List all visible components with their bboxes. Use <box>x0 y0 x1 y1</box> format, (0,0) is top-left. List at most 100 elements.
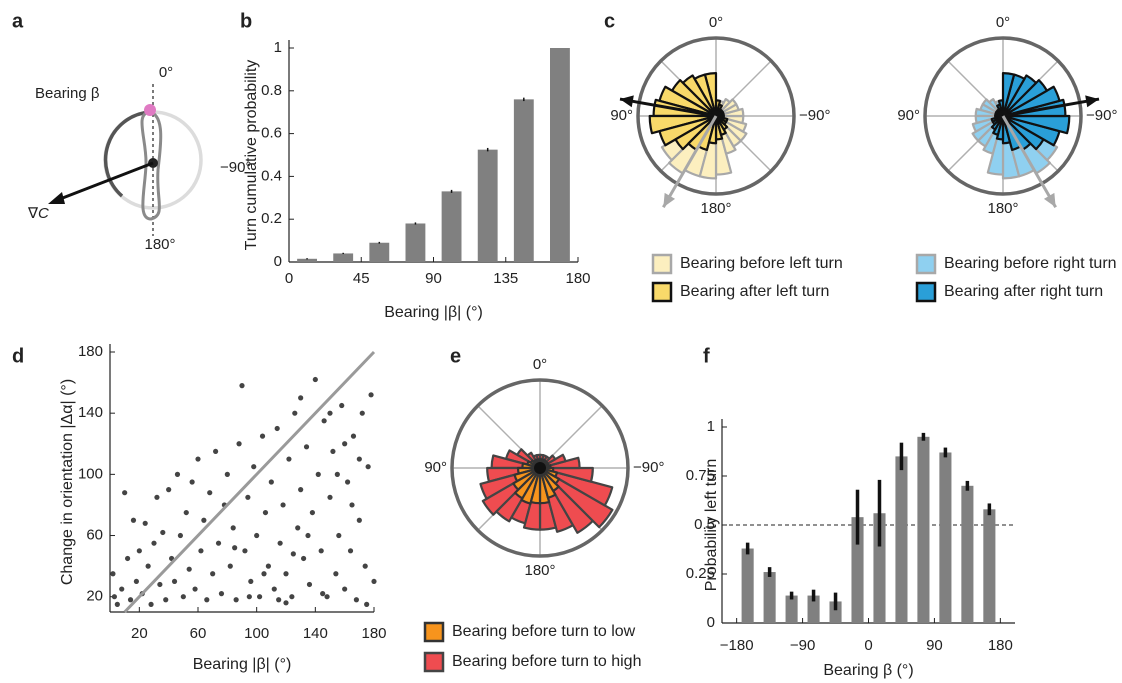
wedge <box>529 466 542 505</box>
point <box>342 586 348 592</box>
point <box>356 456 362 462</box>
point <box>286 456 292 462</box>
point <box>276 597 282 603</box>
turn-arc <box>103 110 151 198</box>
point <box>127 597 134 603</box>
angle-label: 90° <box>610 107 633 124</box>
point <box>163 597 169 603</box>
point <box>251 464 257 470</box>
angle-label: −90° <box>633 459 664 476</box>
angle-label: 180° <box>987 200 1018 217</box>
point <box>119 586 125 592</box>
point <box>315 471 321 477</box>
point <box>261 571 267 577</box>
point <box>218 591 225 597</box>
bearing-label: Bearing β <box>35 85 100 102</box>
point <box>277 540 283 546</box>
point <box>230 525 236 531</box>
point <box>248 578 254 585</box>
x-tick-label: 0 <box>864 637 872 654</box>
point <box>365 464 371 470</box>
bar <box>983 509 996 623</box>
y-tick-label: 0.6 <box>261 125 282 142</box>
point <box>301 555 307 562</box>
x-tick-label: 90 <box>425 270 442 287</box>
point <box>204 597 210 603</box>
point <box>305 532 311 539</box>
bar <box>550 48 570 262</box>
x-axis-title: Bearing |β| (°) <box>384 304 483 321</box>
wedge <box>1001 74 1038 118</box>
bar <box>513 99 534 262</box>
y-tick-label: 0 <box>274 253 282 270</box>
point <box>262 509 269 516</box>
point <box>298 395 304 401</box>
point <box>239 383 245 389</box>
point <box>133 578 139 585</box>
angle-label: 90° <box>897 107 920 124</box>
point <box>242 548 248 554</box>
y-tick-label: 0.5 <box>694 516 715 533</box>
y-tick-label: 0.8 <box>261 82 282 99</box>
bar <box>297 258 317 262</box>
point <box>174 471 181 477</box>
bar <box>917 436 930 623</box>
mean-arrow <box>662 115 718 208</box>
x-tick-label: −90 <box>790 637 815 654</box>
bar <box>785 595 798 623</box>
y-tick-label: 180 <box>78 343 103 360</box>
x-tick-label: 140 <box>303 625 328 642</box>
point <box>232 545 238 551</box>
point <box>192 586 198 592</box>
point <box>227 563 233 569</box>
wedge <box>538 466 614 529</box>
point <box>289 594 295 600</box>
point <box>347 548 354 554</box>
point <box>339 402 345 409</box>
y-tick-label: 0.2 <box>261 210 282 227</box>
point <box>130 517 137 523</box>
wedge <box>995 114 1005 141</box>
point <box>303 444 310 450</box>
gradient-arrow <box>59 161 154 201</box>
point <box>349 502 355 508</box>
point <box>246 594 252 600</box>
point <box>306 581 313 588</box>
point <box>342 441 348 447</box>
legend-label: Bearing before turn to low <box>452 623 636 640</box>
point <box>345 479 351 485</box>
arrow-head <box>1085 95 1100 108</box>
point <box>324 594 330 600</box>
point <box>290 551 296 557</box>
point <box>327 410 333 416</box>
bar <box>807 595 820 623</box>
legend-swatch <box>423 651 445 673</box>
y-axis-title: Probability left turn <box>703 459 720 592</box>
legend-label: Bearing after right turn <box>944 283 1103 300</box>
y-tick-label: 0.25 <box>686 565 715 582</box>
point <box>259 433 266 439</box>
legend-label: Bearing before right turn <box>944 255 1117 272</box>
point <box>122 490 128 496</box>
bar <box>873 513 886 623</box>
point <box>359 410 365 416</box>
point <box>166 487 172 493</box>
point <box>110 571 116 577</box>
panel-label: b <box>240 10 252 32</box>
panel-label: d <box>12 345 24 367</box>
panel-label: c <box>604 10 615 32</box>
bar <box>939 452 952 623</box>
bar <box>405 223 426 262</box>
angle-label: 0° <box>996 14 1010 31</box>
y-tick-label: 20 <box>86 588 103 605</box>
heading-label: 0° <box>159 64 173 81</box>
point <box>136 548 142 554</box>
angle-label: 90° <box>424 459 447 476</box>
x-tick-label: 60 <box>190 625 207 642</box>
point <box>245 494 251 500</box>
point <box>320 591 326 597</box>
x-tick-label: 180 <box>988 637 1013 654</box>
legend-label: Bearing before left turn <box>680 255 843 272</box>
